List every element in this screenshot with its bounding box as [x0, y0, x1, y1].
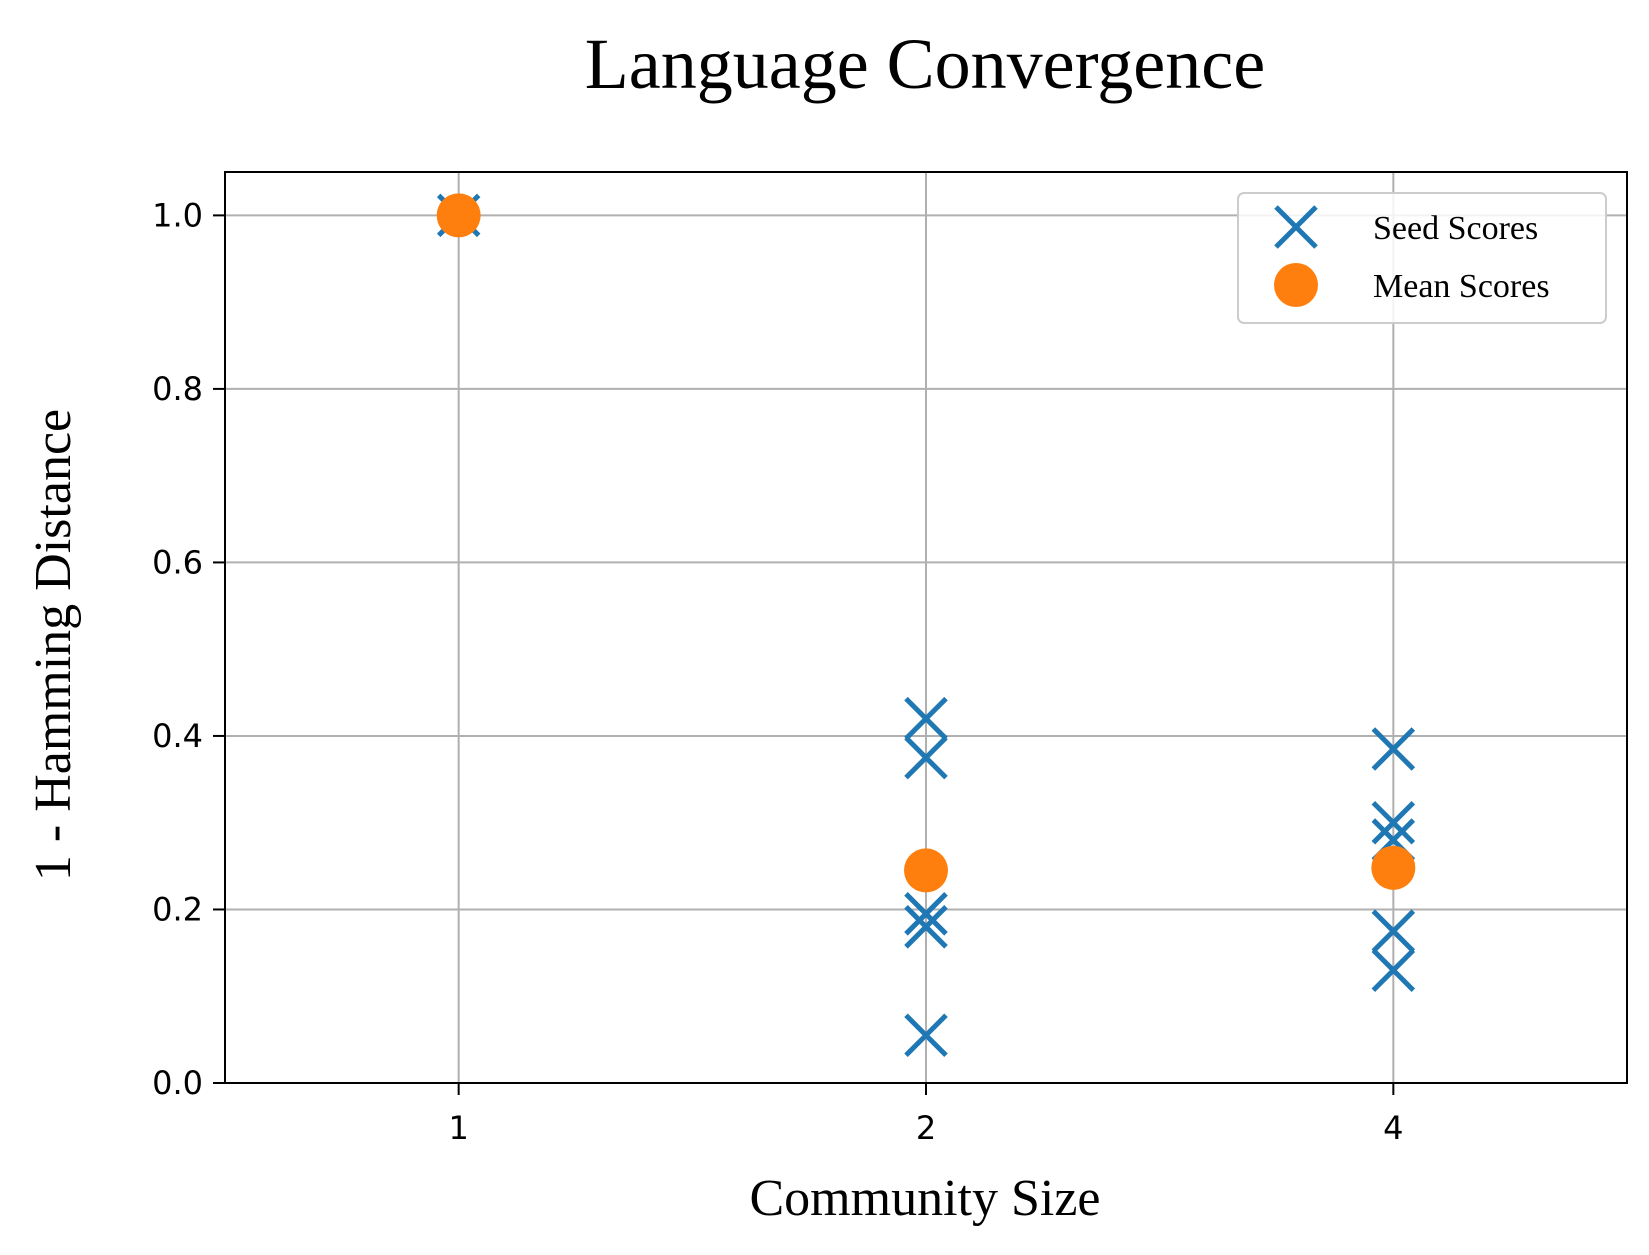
x-stroke — [904, 735, 948, 780]
seed-score-point — [904, 905, 948, 949]
x-stroke — [904, 1013, 948, 1058]
marks-layer — [436, 193, 1416, 1058]
x-stroke — [1371, 948, 1416, 992]
legend-entry-label: Mean Scores — [1373, 268, 1550, 305]
x-tick-label: 2 — [916, 1109, 936, 1147]
seed-score-point — [1371, 909, 1416, 953]
x-stroke — [1371, 727, 1416, 771]
mean-score-point — [436, 193, 481, 238]
x-stroke — [904, 905, 948, 949]
seed-score-point — [1371, 727, 1416, 771]
seed-score-point — [1371, 948, 1416, 992]
legend-box — [1237, 192, 1607, 324]
ticks-layer: 0.0 0.2 0.4 0.6 0.8 1.0 1 2 4 — [152, 196, 1403, 1147]
seed-score-point — [904, 1013, 948, 1058]
chart-title: Language Convergence — [585, 24, 1265, 104]
x-stroke — [1274, 205, 1318, 249]
x-tick-label: 4 — [1383, 1109, 1403, 1147]
x-stroke — [1371, 800, 1416, 845]
legend-seed-marker — [1274, 205, 1318, 249]
y-tick-label: 0.6 — [152, 543, 203, 581]
y-tick-label: 1.0 — [152, 196, 203, 234]
x-stroke — [904, 892, 948, 936]
x-stroke — [904, 696, 948, 741]
seed-score-point — [1371, 800, 1416, 845]
legend: Seed Scores Mean Scores — [1237, 192, 1607, 324]
seed-score-point — [904, 735, 948, 780]
y-axis-label: 1 - Hamming Distance — [25, 409, 82, 881]
seed-score-point — [904, 696, 948, 741]
y-tick-label: 0.0 — [152, 1064, 203, 1102]
mean-score-point — [1371, 845, 1416, 890]
legend-entry-label: Seed Scores — [1373, 210, 1538, 247]
x-tick-label: 1 — [448, 1109, 468, 1147]
x-axis-label: Community Size — [750, 1170, 1101, 1227]
y-tick-label: 0.4 — [152, 717, 203, 755]
y-tick-label: 0.8 — [152, 370, 203, 408]
legend-mean-marker — [1274, 263, 1318, 307]
seed-score-point — [904, 892, 948, 936]
x-stroke — [1371, 909, 1416, 953]
y-tick-label: 0.2 — [152, 890, 203, 928]
mean-score-point — [904, 848, 948, 893]
